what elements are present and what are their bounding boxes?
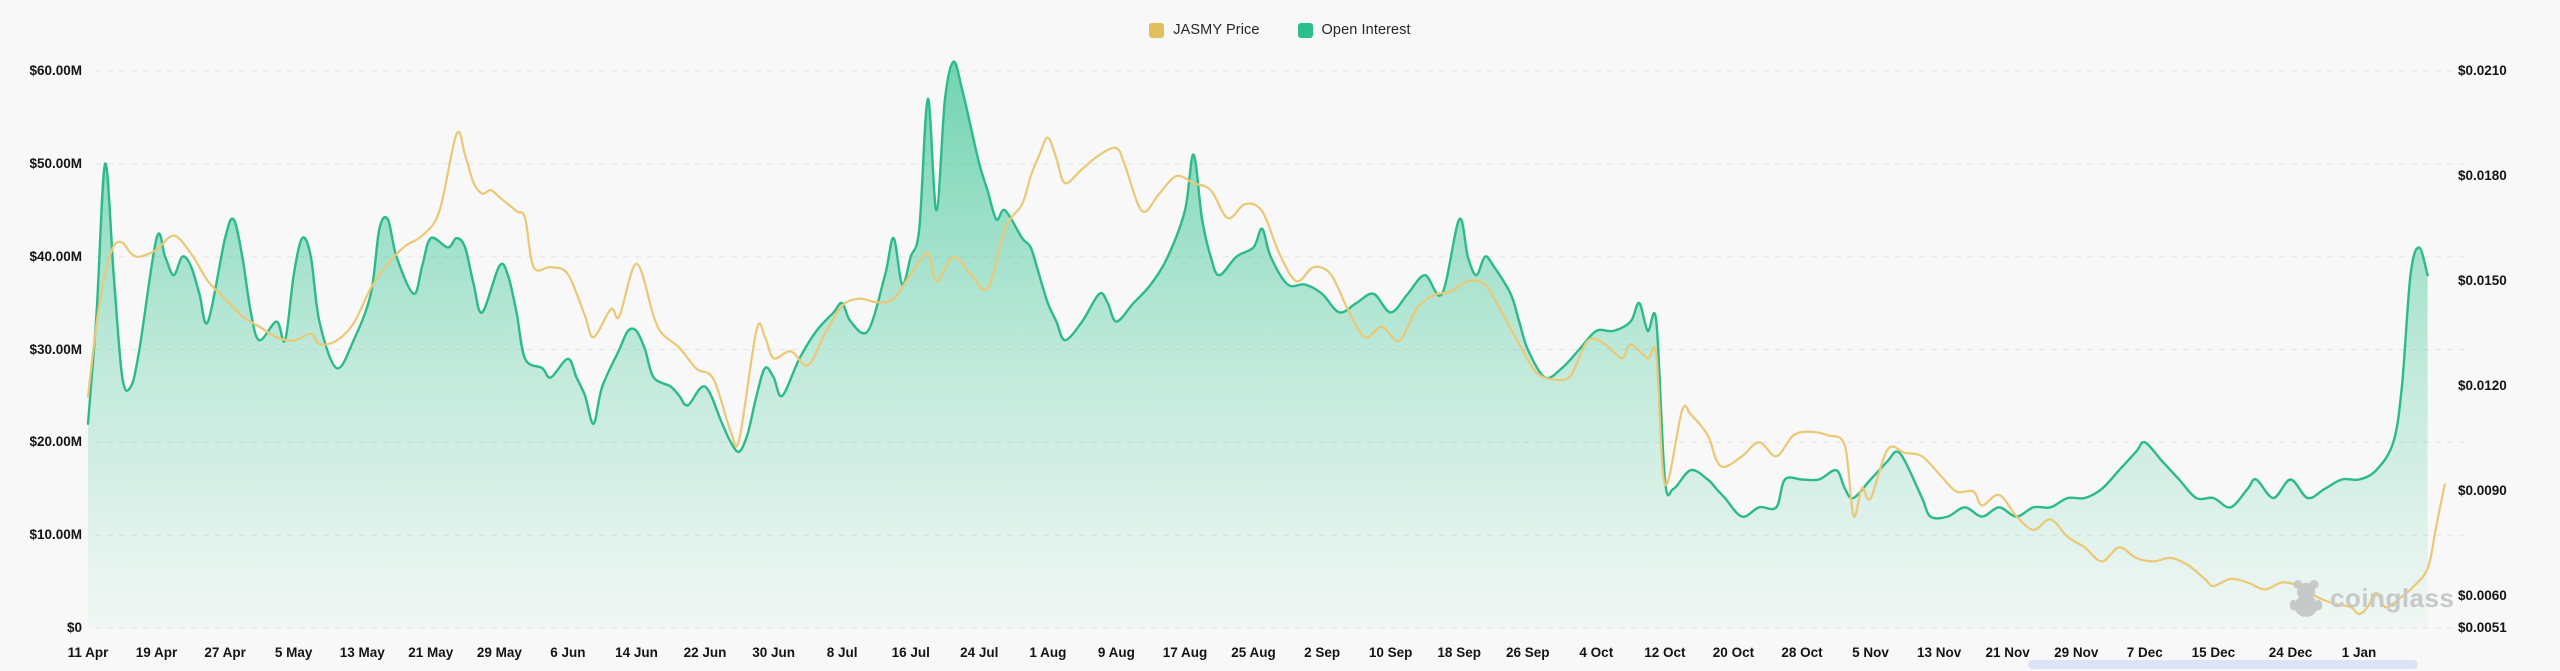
x-axis-label: 28 Oct [1781, 645, 1823, 660]
y-axis-right-label: $0.0150 [2458, 273, 2507, 289]
x-axis-label: 1 Jan [2341, 645, 2377, 660]
y-axis-right-label: $0.0060 [2458, 588, 2507, 604]
x-axis-label: 20 Oct [1712, 645, 1755, 660]
x-axis-label: 21 May [408, 645, 454, 660]
y-axis-left-label: $10.00M [29, 527, 82, 543]
x-axis-label: 25 Aug [1231, 645, 1276, 660]
y-axis-left-label: $20.00M [29, 434, 82, 450]
y-axis-right-label: $0.0180 [2458, 168, 2507, 184]
x-axis-label: 14 Jun [615, 645, 658, 660]
legend-item-open-interest[interactable]: Open Interest [1297, 22, 1411, 38]
x-axis-label: 29 Nov [2054, 645, 2099, 660]
x-axis-label: 21 Nov [1985, 645, 2030, 660]
x-axis-label: 22 Jun [683, 645, 727, 660]
jasmy-price-swatch-icon [1149, 22, 1165, 38]
x-axis-label: 27 Apr [204, 645, 246, 660]
x-axis-label: 2 Sep [1304, 645, 1341, 660]
x-axis-label: 19 Apr [135, 645, 178, 660]
y-axis-right-label: $0.0051 [2458, 620, 2507, 635]
x-axis-label: 5 Nov [1852, 645, 1889, 660]
jasmy-price-line [86, 130, 2446, 616]
x-axis-label: 10 Sep [1368, 645, 1413, 660]
y-axis-left-label: $40.00M [29, 248, 82, 264]
y-axis-right-label: $0.0120 [2458, 378, 2507, 394]
x-axis-label: 12 Oct [1644, 645, 1686, 660]
x-axis-label: 11 Apr [67, 645, 109, 660]
legend-label-jasmy-price: JASMY Price [1173, 22, 1260, 38]
x-axis-label: 24 Dec [2268, 645, 2313, 660]
horizontal-scrollbar-thumb[interactable] [2028, 660, 2418, 669]
x-axis-label: 17 Aug [1162, 645, 1208, 660]
y-axis-left-label: $50.00M [29, 155, 82, 171]
x-axis-label: 1 Aug [1029, 645, 1067, 660]
x-axis-label: 6 Jun [550, 645, 586, 660]
x-axis-label: 16 Jul [891, 645, 930, 660]
x-axis-label: 9 Aug [1097, 645, 1135, 660]
chart-legend: JASMY Price Open Interest [0, 22, 2560, 38]
x-axis-label: 4 Oct [1579, 645, 1614, 660]
legend-item-jasmy-price[interactable]: JASMY Price [1149, 22, 1259, 38]
x-axis-label: 18 Sep [1437, 645, 1481, 660]
x-axis-label: 26 Sep [1505, 645, 1550, 660]
x-axis-label: 5 May [274, 645, 313, 660]
open-interest-line [86, 60, 2429, 520]
legend-label-open-interest: Open Interest [1321, 22, 1411, 38]
open-interest-swatch-icon [1297, 22, 1313, 38]
x-axis-label: 13 May [339, 645, 385, 660]
y-axis-left-label: $60.00M [29, 63, 82, 78]
y-axis-right-label: $0.0210 [2458, 63, 2507, 78]
y-axis-right-label: $0.0090 [2458, 483, 2507, 499]
x-axis-label: 13 Nov [1916, 645, 1962, 660]
x-axis-label: 24 Jul [960, 645, 999, 660]
x-axis-label: 15 Dec [2191, 645, 2236, 660]
x-axis-label: 29 May [476, 645, 522, 660]
y-axis-left-label: $0 [66, 620, 82, 635]
y-axis-left-label: $30.00M [29, 341, 82, 357]
x-axis-label: 30 Jun [752, 645, 795, 660]
x-axis-label: 7 Dec [2126, 645, 2163, 660]
x-axis-label: 8 Jul [826, 645, 858, 660]
